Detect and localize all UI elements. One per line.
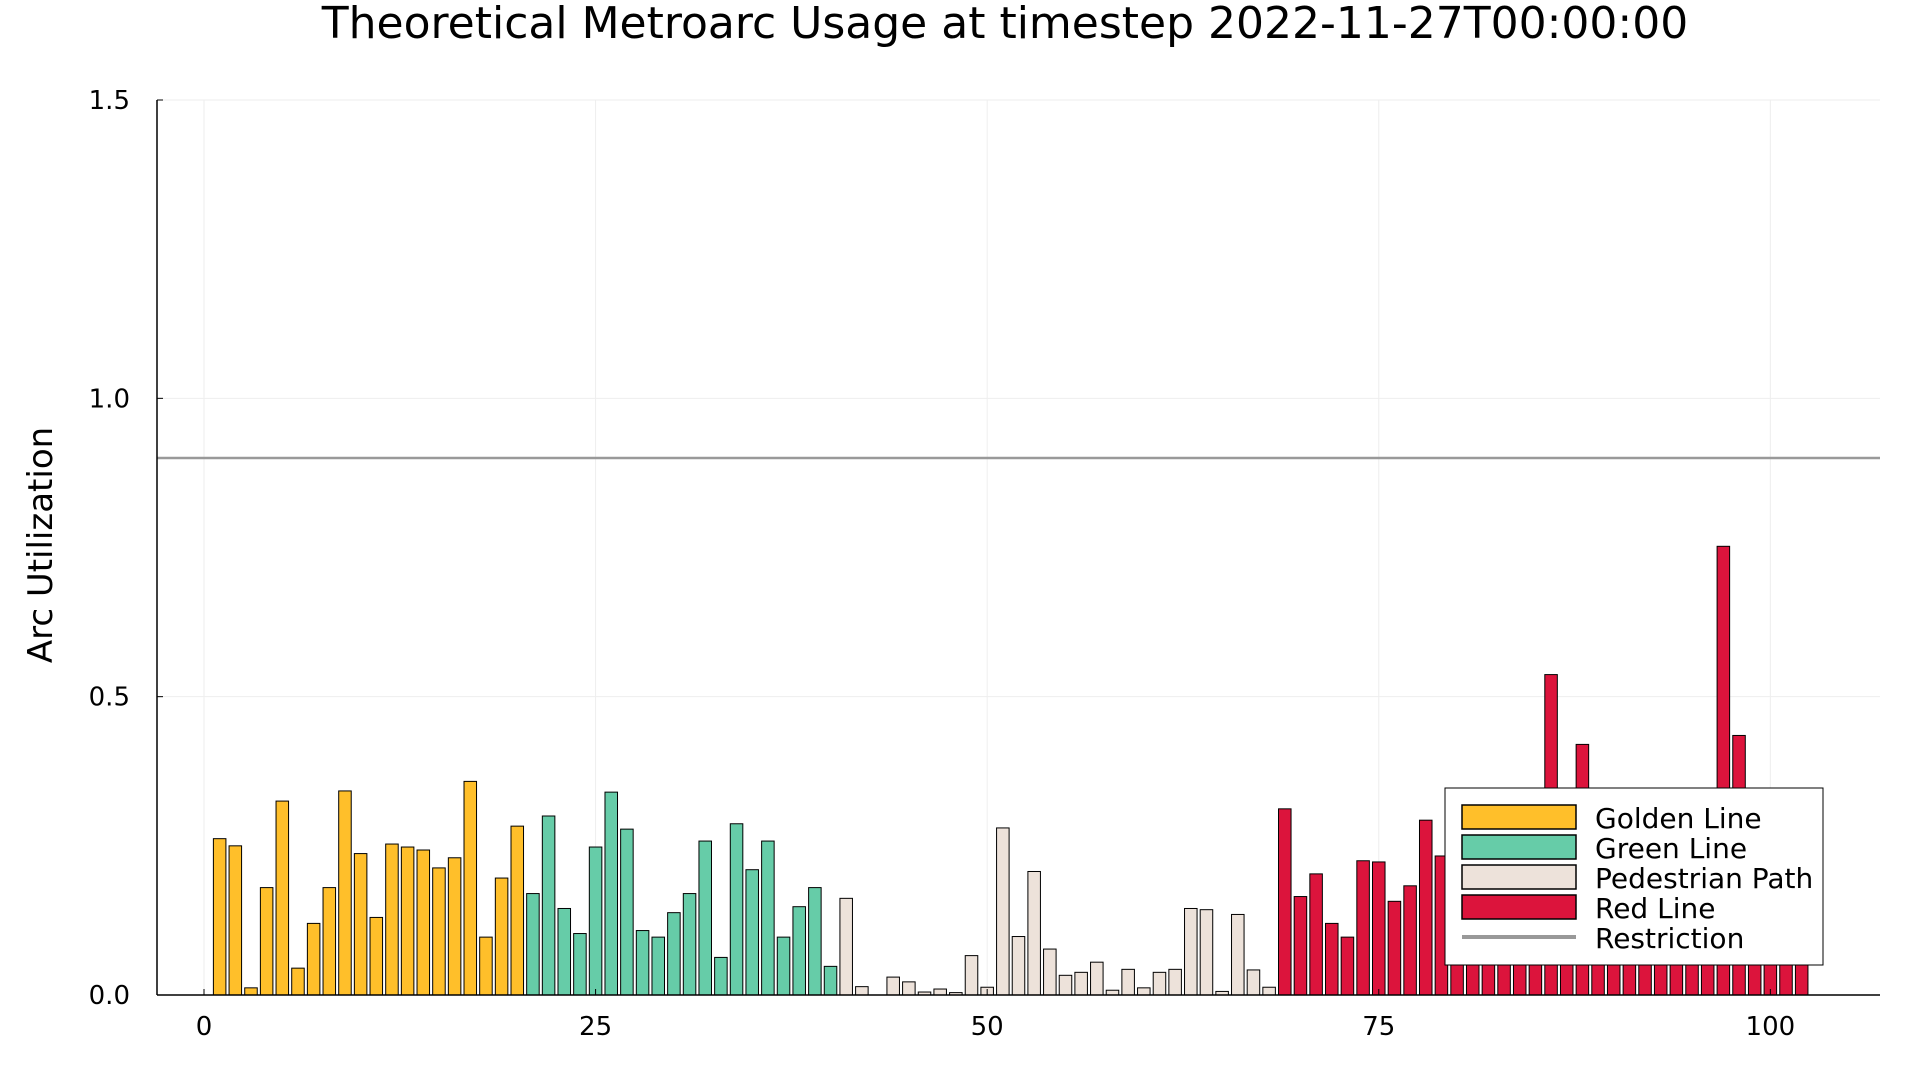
bar (604, 791, 619, 996)
bar (385, 843, 399, 996)
bar (588, 846, 603, 996)
bar (244, 987, 258, 996)
bar (1027, 870, 1041, 996)
bar (886, 976, 900, 996)
legend-label: Green Line (1595, 832, 1747, 865)
bar (1011, 936, 1026, 996)
bar (432, 867, 446, 996)
bar (714, 956, 728, 996)
y-tick-label: 0.5 (89, 683, 130, 713)
x-tick-label: 25 (579, 1012, 612, 1042)
bar (306, 922, 321, 996)
bar (964, 955, 979, 996)
bar (1137, 987, 1151, 996)
bar (228, 845, 243, 996)
bar (776, 936, 791, 996)
bar (1231, 913, 1245, 996)
bar (1356, 860, 1370, 996)
bar (479, 936, 493, 996)
bar (416, 849, 431, 996)
bar (212, 838, 227, 996)
bar (1168, 968, 1182, 996)
bar (682, 893, 697, 996)
bar (635, 930, 650, 996)
bar (996, 827, 1010, 996)
bar (823, 965, 838, 996)
bar (729, 823, 744, 996)
bar (1058, 974, 1073, 996)
bar (291, 967, 305, 996)
bar (761, 840, 775, 996)
bar (510, 825, 525, 996)
legend-label: Pedestrian Path (1595, 862, 1813, 895)
x-tick-label: 50 (971, 1012, 1004, 1042)
bar (275, 800, 290, 996)
bar (463, 780, 478, 996)
legend-label: Golden Line (1595, 802, 1762, 835)
ticks: 0 25 50 75 100 0.0 0.5 1.0 1.5 (89, 86, 1796, 1042)
bar (1090, 961, 1104, 996)
bar (1418, 819, 1433, 996)
bar (1043, 948, 1057, 996)
y-tick-label: 1.0 (89, 384, 130, 414)
bar (573, 933, 587, 996)
bar (620, 828, 634, 996)
bar (651, 936, 665, 996)
legend-swatch (1461, 894, 1577, 920)
bar (1246, 969, 1261, 996)
bar (1278, 808, 1292, 996)
bar (369, 916, 384, 996)
bar (902, 981, 916, 996)
bar (1403, 885, 1417, 996)
legend-label: Restriction (1595, 922, 1744, 955)
legend-swatch (1461, 864, 1577, 890)
bar (447, 857, 462, 996)
chart-title: Theoretical Metroarc Usage at timestep 2… (321, 0, 1688, 49)
bar (259, 887, 274, 996)
bar (541, 815, 556, 996)
bar (494, 877, 509, 996)
y-tick-label: 0.0 (89, 981, 130, 1011)
bar (855, 986, 869, 996)
bar (792, 906, 806, 996)
legend-swatch (1461, 804, 1577, 830)
bar (1262, 986, 1276, 996)
bar (400, 846, 415, 996)
bar (1074, 971, 1088, 996)
bar (338, 790, 352, 996)
bar (526, 893, 540, 996)
bar (933, 988, 947, 996)
bar (557, 907, 572, 996)
bar (698, 840, 712, 996)
bar (808, 887, 822, 996)
bar (1340, 936, 1355, 996)
axes (156, 100, 1880, 996)
bar (1387, 900, 1402, 996)
bar (322, 887, 337, 996)
bar (353, 853, 368, 996)
bar (1121, 968, 1135, 996)
bar (1184, 907, 1198, 996)
bar (1199, 909, 1214, 996)
bar (745, 869, 759, 996)
bar (1152, 971, 1167, 996)
bar (1325, 922, 1339, 996)
x-tick-label: 100 (1746, 1012, 1796, 1042)
x-tick-label: 75 (1362, 1012, 1395, 1042)
bar (1309, 873, 1323, 996)
y-axis-label: Arc Utilization (21, 427, 61, 663)
bar (667, 912, 681, 996)
x-tick-label: 0 (196, 1012, 213, 1042)
bar (1293, 896, 1308, 996)
bar (839, 897, 853, 996)
legend-swatch (1461, 834, 1577, 860)
legend-label: Red Line (1595, 892, 1715, 925)
bar (1372, 861, 1386, 996)
y-tick-label: 1.5 (89, 86, 130, 116)
